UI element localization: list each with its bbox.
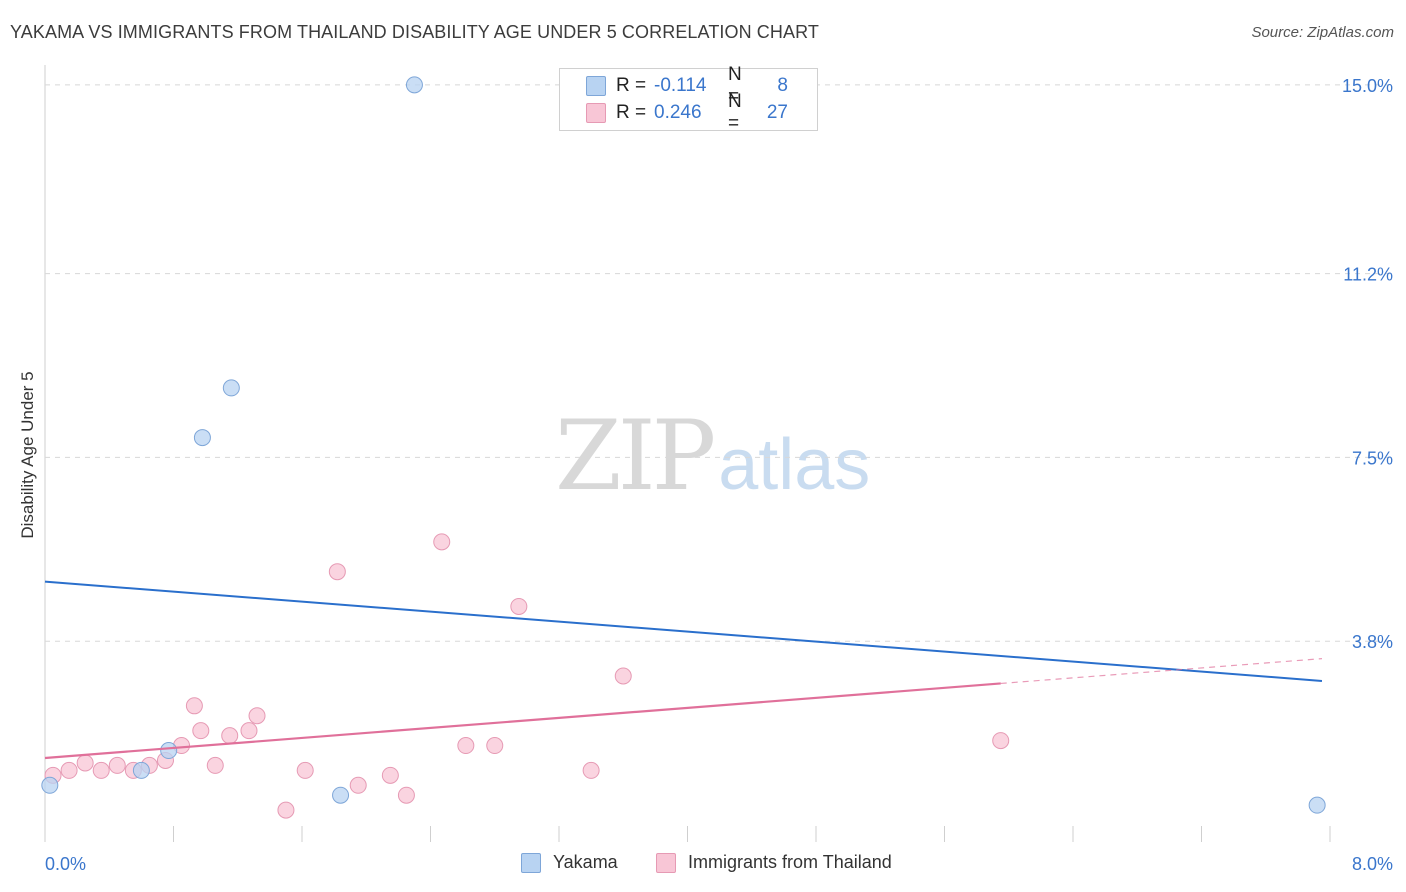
legend-row-yakama: R = -0.114 N = 8 [586,64,788,107]
thailand-point [381,766,399,784]
yakama-point [132,761,150,779]
thailand-point [457,737,475,755]
thailand-point [510,597,528,615]
yakama-point [332,786,350,804]
yakama-point [193,429,211,447]
thailand-point [206,756,224,774]
thailand-point [76,754,94,772]
yakama-point [160,742,178,760]
legend-swatch-yakama [521,852,541,873]
thailand-point [221,727,239,745]
thailand-point [992,732,1010,750]
thailand-point [92,761,110,779]
thailand-point [486,737,504,755]
yakama-trend-line [44,580,1323,682]
chart-title: YAKAMA VS IMMIGRANTS FROM THAILAND DISAB… [10,22,819,42]
thailand-point [277,801,295,819]
legend-r-label: R = [616,75,647,96]
legend-n-value: 27 [766,102,788,123]
thailand-point [185,697,203,715]
y-tick-label: 3.8% [1352,632,1393,652]
legend-n-value: 8 [777,75,788,96]
y-tick-label: 11.2% [1343,265,1393,285]
x-tick-label: 8.0% [1352,854,1393,874]
legend-correlation-box: R = -0.114 N = 8 R = 0.246 N = 27 [559,64,818,134]
legend-swatch-thailand [656,852,676,873]
thailand-trend-extension [1000,658,1323,685]
legend-label-yakama: Yakama [553,852,618,872]
legend-swatch-yakama [586,76,606,96]
thailand-point [60,761,78,779]
yakama-point [41,776,59,794]
yakama-point [405,76,423,94]
legend-bottom: Yakama Immigrants from Thailand [0,852,1406,876]
source-label: Source: ZipAtlas.com [1251,24,1394,41]
legend-r-value: 0.246 [654,102,702,123]
legend-n-label: N = [728,64,742,107]
legend-item-thailand[interactable]: Immigrants from Thailand [656,852,892,873]
thailand-point [192,722,210,740]
legend-r-label: R = [616,102,647,123]
thailand-point [433,533,451,551]
thailand-point [349,776,367,794]
legend-row-thailand: R = 0.246 N = 27 [586,91,788,134]
legend-r-value: -0.114 [654,75,707,96]
thailand-point [397,786,415,804]
yakama-point [1308,796,1326,814]
thailand-trend-line [44,682,1001,760]
thailand-point [582,761,600,779]
thailand-point [614,667,632,685]
legend-item-yakama[interactable]: Yakama [521,852,618,873]
legend-n-label: N = [728,91,742,134]
yakama-point [222,379,240,397]
thailand-point [296,761,314,779]
y-tick-label: 7.5% [1352,448,1393,468]
x-tick-label: 0.0% [45,854,86,874]
thailand-point [108,756,126,774]
legend-label-thailand: Immigrants from Thailand [688,852,892,872]
thailand-point [328,563,346,581]
thailand-point [240,722,258,740]
y-tick-label: 15.0% [1342,76,1393,96]
thailand-point [248,707,266,725]
legend-swatch-thailand [586,103,606,123]
